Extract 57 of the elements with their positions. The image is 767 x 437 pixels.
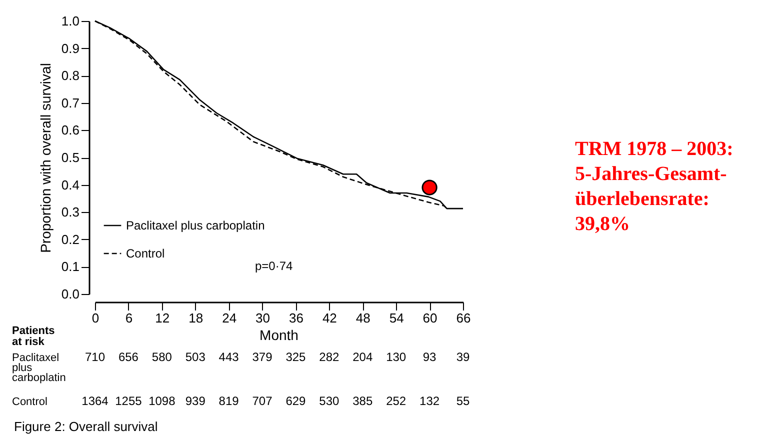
text: 503	[185, 350, 206, 364]
legend-label: Paclitaxel plus carboplatin	[126, 218, 265, 232]
y-tick-label: 0.6	[61, 122, 80, 138]
x-tick-label: 66	[456, 310, 471, 326]
text: 629	[286, 394, 306, 408]
text: 656	[118, 350, 139, 364]
text: Control	[12, 396, 48, 408]
text: 282	[319, 350, 340, 364]
annotation: p=0·74	[255, 259, 294, 273]
y-tick-label: 0.5	[61, 150, 80, 165]
text: 385	[352, 394, 373, 408]
y-tick-label: 1.0	[61, 14, 80, 28]
text: 325	[286, 350, 306, 364]
y-tick-label: 0.2	[61, 232, 80, 247]
text: 39	[456, 350, 470, 364]
x-tick-label: 18	[188, 310, 204, 326]
x-tick-label: 12	[155, 310, 170, 326]
x-tick-label: 48	[356, 310, 370, 326]
legend-label: Control	[126, 246, 165, 260]
text: 93	[422, 350, 437, 364]
y-tick-label: 0.1	[61, 259, 80, 274]
y-tick-label: 0.0	[61, 286, 80, 302]
y-axis-title: Proportion with overall survival	[37, 63, 54, 253]
text: 55	[456, 394, 470, 408]
x-axis-title: Month	[260, 327, 298, 343]
y-tick-label: 0.4	[61, 177, 80, 192]
text: 204	[352, 350, 373, 364]
x-tick-label: 6	[125, 310, 133, 326]
x-tick-label: 30	[256, 310, 270, 326]
text: 530	[319, 394, 340, 408]
text: Paclitaxel plus carboplatin	[12, 352, 66, 384]
text: 1255	[115, 394, 142, 408]
x-tick-label: 24	[222, 310, 237, 326]
x-tick-label: 54	[389, 310, 404, 326]
x-tick-label: 60	[422, 310, 438, 326]
text: 710	[84, 350, 106, 364]
x-tick-label: 42	[322, 310, 337, 326]
text: 130	[386, 350, 406, 364]
text: Patients at risk	[12, 325, 55, 348]
text: 379	[252, 350, 273, 364]
text: 819	[218, 394, 240, 408]
text: 580	[152, 350, 172, 364]
y-tick-label: 0.7	[61, 95, 80, 110]
x-tick-label: 0	[92, 310, 100, 326]
text: 1098	[148, 394, 176, 408]
y-tick-label: 0.3	[61, 204, 80, 220]
x-tick-label: 36	[288, 310, 304, 326]
y-tick-label: 0.9	[61, 40, 80, 56]
text: 1364	[82, 394, 109, 408]
text: 939	[185, 394, 206, 408]
text: 443	[218, 350, 240, 364]
text: 707	[252, 394, 273, 408]
caption: Figure 2: Overall survival	[14, 419, 158, 434]
text: TRM 1978 – 2003: 5-Jahres-Gesamt- überlebensrate: 39,8%	[575, 138, 734, 235]
text: 132	[420, 394, 440, 408]
text: 252	[386, 394, 406, 408]
y-tick-label: 0.8	[61, 68, 80, 84]
